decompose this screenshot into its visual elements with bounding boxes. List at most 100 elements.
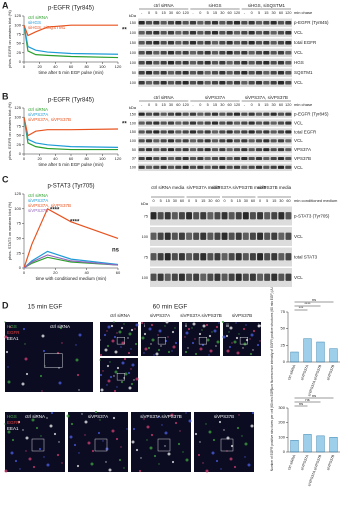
blot-band: [204, 61, 211, 65]
blot-band: [219, 41, 226, 45]
y-tick-label: 75: [17, 31, 22, 36]
blot-band: [167, 130, 175, 134]
micrograph-signal: [238, 333, 240, 335]
micrograph-signal: [127, 371, 131, 375]
annotation: ns: [312, 393, 316, 398]
lane-note: min conditioned medium: [294, 198, 338, 203]
blot-band: [241, 165, 248, 169]
lane-label: 60: [286, 199, 290, 203]
blot-band: [164, 253, 171, 261]
micrograph-signal: [174, 421, 178, 425]
blot-band: [285, 112, 292, 116]
micrograph-signal: [143, 418, 145, 420]
lane-label: 15: [201, 199, 205, 203]
blot-band: [277, 148, 285, 152]
micrograph-signal: [22, 327, 26, 331]
kda-marker: 100: [142, 276, 148, 280]
blot-band: [219, 21, 226, 25]
blot-band: [175, 130, 182, 134]
blot-band: [226, 139, 233, 143]
blot-band: [204, 121, 211, 125]
micrograph-signal: [106, 384, 108, 386]
blot-band: [182, 148, 189, 152]
blot-row-label: VCL: [294, 80, 303, 85]
blot-band: [226, 71, 233, 75]
micrograph-signal: [199, 441, 201, 443]
blot-band: [189, 130, 197, 134]
micrograph-signal: [215, 325, 219, 329]
blot-band: [248, 139, 255, 143]
blot-band: [204, 31, 211, 35]
micrograph-signal: [250, 333, 254, 337]
blot-band: [263, 130, 270, 134]
blot-band: [263, 165, 270, 169]
inset-box: [198, 337, 207, 345]
micrograph-signal: [244, 442, 248, 446]
micrograph-signal: [91, 449, 95, 453]
blot-band: [167, 156, 175, 161]
blot-row-label: total STAT3: [294, 254, 318, 259]
blot-band: [211, 31, 219, 35]
blot-band: [270, 61, 277, 65]
blot-band: [263, 21, 270, 25]
y-tick-label: 100: [14, 22, 21, 27]
lane-label: 5: [195, 199, 197, 203]
legend-entry: siVPS37A: [28, 198, 48, 203]
micrograph-signal: [218, 420, 222, 424]
blot-band: [197, 156, 204, 161]
micrograph-signal: [118, 458, 122, 462]
blot-strip: [150, 247, 292, 267]
lane-label: 15: [162, 11, 166, 15]
blot-band: [150, 273, 157, 281]
micrograph-signal: [134, 342, 138, 346]
blot-band: [248, 71, 255, 75]
blot-band: [153, 21, 160, 25]
micrograph-signal: [87, 441, 91, 445]
x-axis-label: time after 5 min EGF pulse (min): [38, 70, 104, 75]
micrograph-signal: [115, 437, 119, 441]
blot-band: [241, 156, 248, 161]
micrograph-signal: [185, 458, 189, 462]
micrograph-signal: [164, 431, 168, 435]
micrograph-signal: [252, 329, 256, 333]
x-tick-label: 40: [84, 270, 89, 275]
group-label: siVPS37B media: [257, 185, 291, 190]
legend-entry: siVPS37B: [28, 208, 48, 213]
micrograph-signal: [179, 430, 181, 432]
channel-label: EEA1: [7, 336, 19, 341]
blot-row-label: VCL: [294, 120, 303, 125]
micrograph-signal: [233, 340, 237, 344]
blot-band: [160, 21, 167, 25]
bar: [316, 341, 325, 363]
blot-band: [175, 41, 182, 45]
micrograph-signal: [133, 379, 135, 381]
micrograph-signal: [78, 389, 80, 391]
blot-band: [167, 41, 175, 45]
blot-row-label: VCL: [294, 50, 303, 55]
channel-label: EEA1: [7, 426, 19, 431]
blot-band: [242, 253, 249, 261]
lane-label: 120: [234, 11, 240, 15]
blot-band: [277, 41, 285, 45]
micrograph-signal: [130, 382, 134, 386]
blot-band: [285, 21, 292, 25]
micrograph-signal: [201, 329, 203, 331]
blot-band: [255, 31, 263, 35]
micrograph-signal: [191, 341, 195, 345]
micrograph-signal: [205, 323, 209, 327]
lane-label: 0: [148, 103, 150, 107]
blot-band: [197, 112, 204, 116]
micrograph-signal: [215, 345, 217, 347]
micrograph: [141, 322, 179, 356]
micrograph-signal: [46, 417, 48, 419]
micrograph-signal: [56, 351, 60, 355]
blot-band: [179, 232, 185, 240]
blot-band: [138, 165, 145, 169]
y-tick-label: 125: [14, 105, 21, 110]
micrograph-signal: [236, 426, 240, 430]
micrograph-signal: [25, 372, 29, 376]
micrograph-signal: [228, 331, 230, 333]
blot-band: [241, 31, 248, 35]
blot-band: [241, 130, 248, 134]
blot-band: [214, 253, 221, 261]
